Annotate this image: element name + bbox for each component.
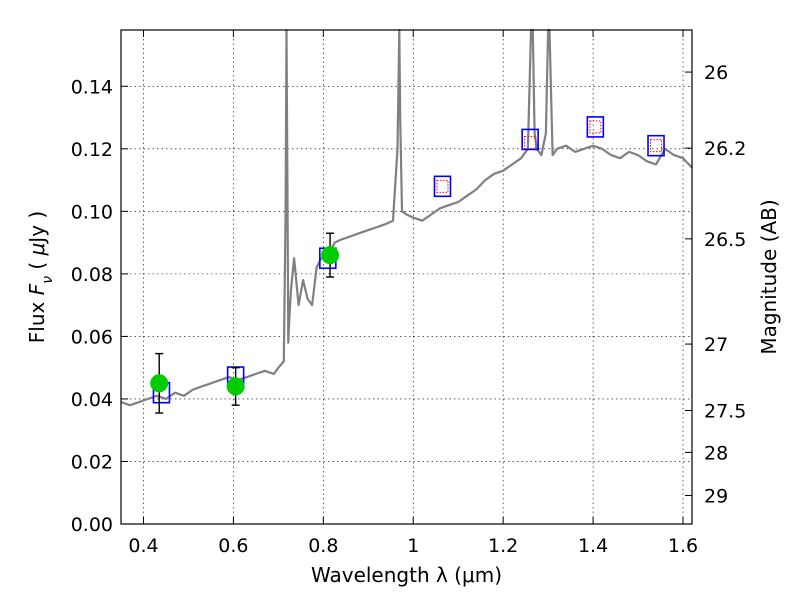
x-tick-label: 0.8 [308, 535, 338, 557]
upper-limit-point [590, 121, 601, 133]
grid [121, 30, 692, 524]
y-tick-label: 0.04 [71, 389, 113, 411]
mag-tick-label: 29 [704, 485, 728, 507]
x-tick-label: 1.2 [488, 535, 518, 557]
x-tick-label: 0.6 [218, 535, 248, 557]
upper-limit-point [437, 180, 448, 192]
x-axis-label: Wavelength λ (μm) [311, 563, 502, 587]
x-tick-label: 1.6 [668, 535, 698, 557]
y-axis-label: Flux Fν ( μJy ) [25, 211, 56, 343]
y-tick-label: 0.06 [71, 326, 113, 348]
mag-tick-label: 27 [704, 334, 728, 356]
x-tick-label: 1.4 [578, 535, 608, 557]
mag-tick-label: 26.2 [704, 138, 746, 160]
y-tick-label: 0.02 [71, 451, 113, 473]
photometry-point [227, 378, 244, 395]
mag-tick-label: 27.5 [704, 400, 746, 422]
y-axis-right-label: Magnitude (AB) [757, 199, 781, 354]
plot-series [121, 30, 692, 413]
upper-limit-point [525, 137, 536, 149]
x-tick-label: 0.4 [128, 535, 158, 557]
photometry-point [151, 375, 168, 392]
mag-tick-label: 26.5 [704, 229, 746, 251]
plot-frame [121, 30, 692, 524]
axis-ticks: 0.4 0.6 0.8 1 1.2 1.4 1.6 0.00 0.02 0.04 0.06 0.08 0… [71, 30, 747, 557]
mag-tick-label: 26 [704, 62, 728, 84]
y-tick-label: 0.12 [71, 139, 113, 161]
x-tick-label: 1 [407, 535, 419, 557]
y-tick-label: 0.10 [71, 201, 113, 223]
photometry-point [322, 247, 339, 264]
y-tick-label: 0.14 [71, 76, 113, 98]
mag-tick-label: 28 [704, 442, 728, 464]
y-tick-label: 0.00 [71, 514, 113, 536]
y-tick-label: 0.08 [71, 264, 113, 286]
upper-limit-point [651, 140, 662, 152]
